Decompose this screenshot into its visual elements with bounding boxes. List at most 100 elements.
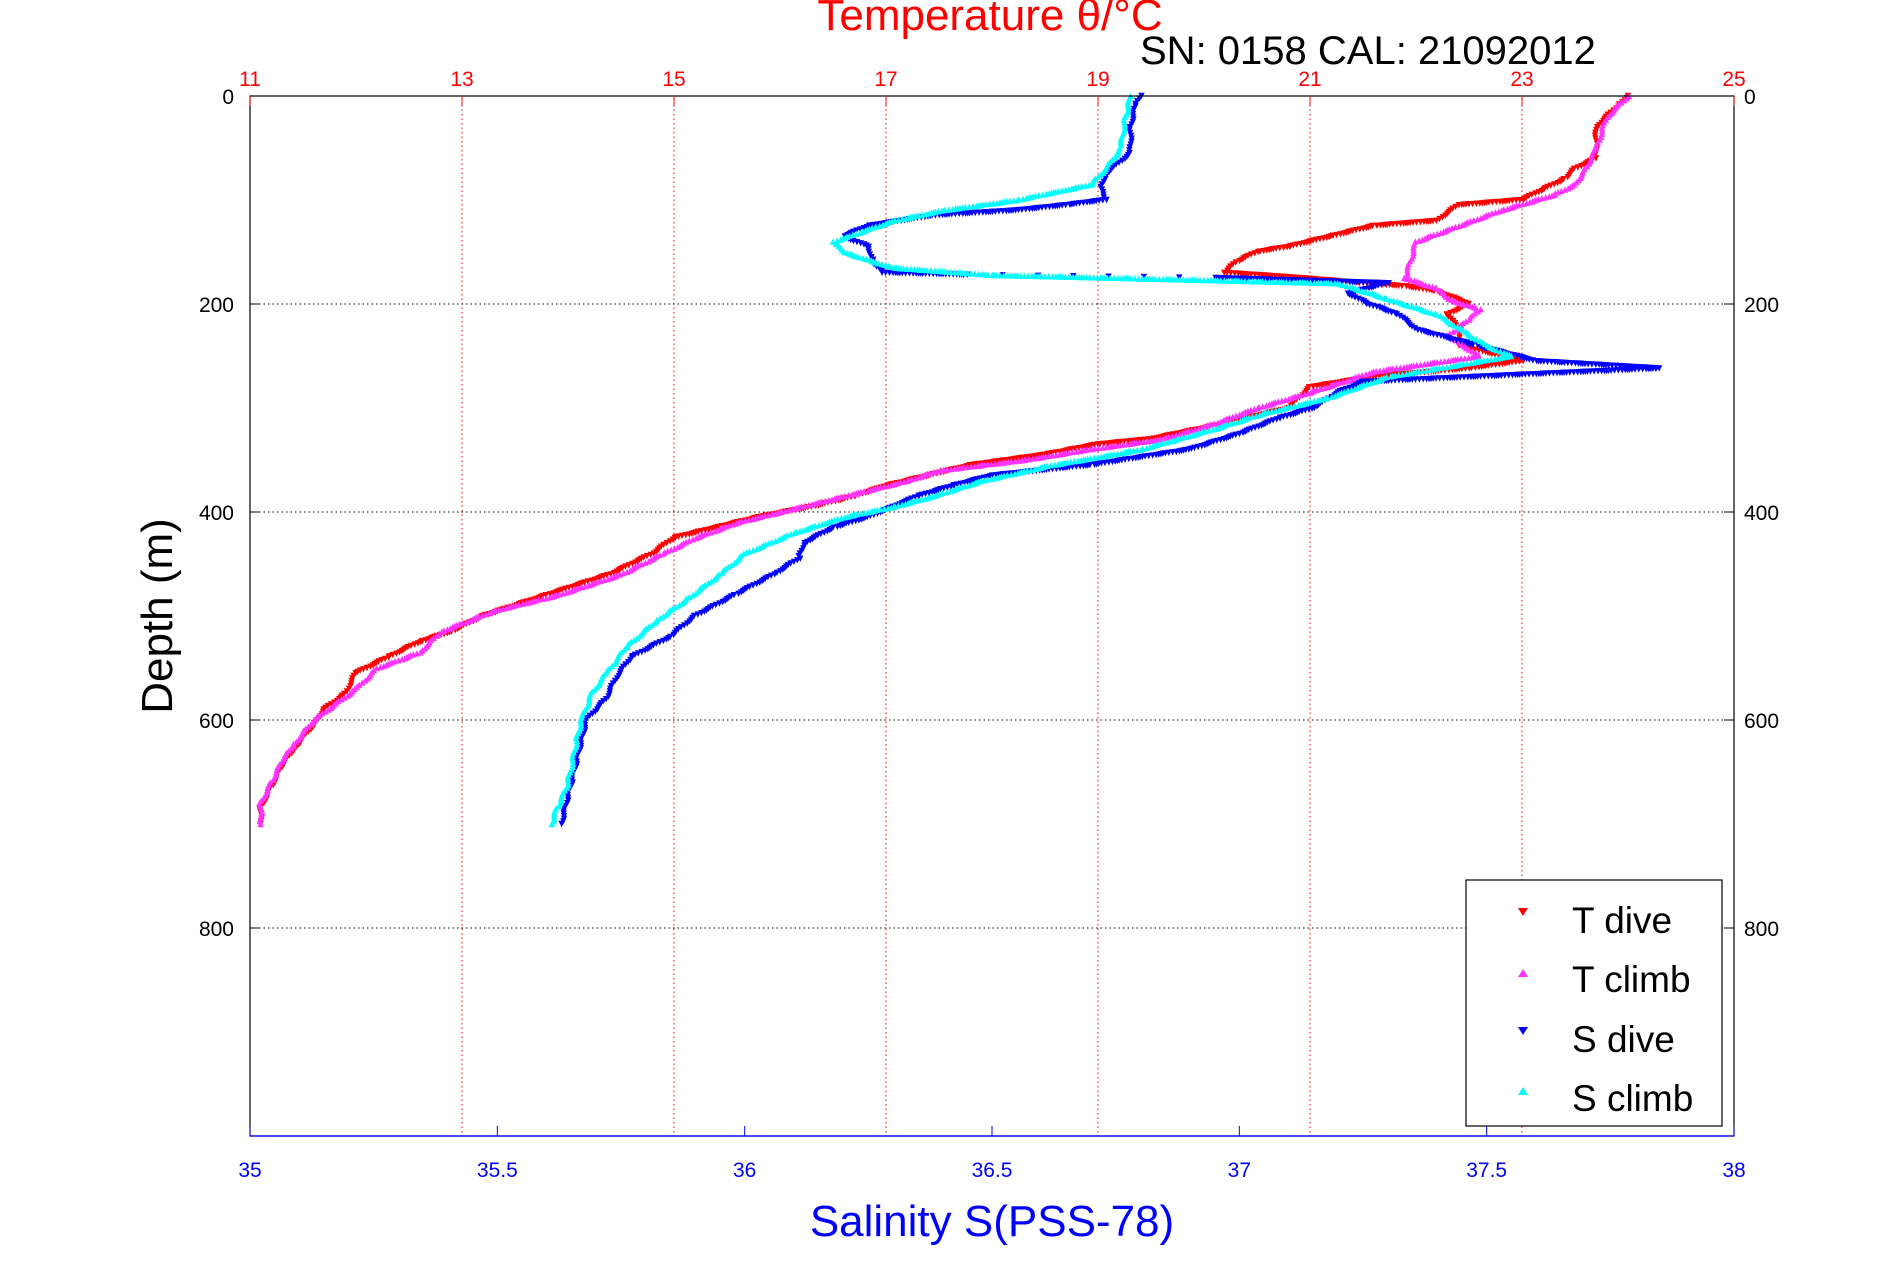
point-s-climb	[1230, 419, 1237, 426]
temperature-axis-title: Temperature θ/°C	[817, 0, 1162, 40]
point-t-climb	[1504, 205, 1511, 212]
point-s-climb	[1186, 432, 1193, 440]
point-t-climb	[660, 550, 667, 557]
point-t-climb	[947, 465, 955, 473]
point-s-climb	[1121, 124, 1129, 132]
point-t-climb	[1099, 444, 1107, 451]
point-s-climb	[705, 579, 712, 587]
point-s-climb	[881, 505, 888, 512]
point-s-climb	[1405, 302, 1413, 309]
depth-tick-label-right: 200	[1744, 294, 1779, 317]
point-s-climb	[859, 254, 867, 262]
point-t-dive	[1232, 259, 1240, 266]
point-s-climb	[856, 229, 864, 236]
point-s-climb	[579, 711, 586, 718]
point-t-climb	[845, 492, 852, 499]
point-t-climb	[482, 610, 490, 618]
point-s-climb	[1209, 426, 1216, 433]
point-s-climb	[1253, 412, 1260, 419]
depth-tick-label-left: 0	[222, 86, 234, 109]
point-s-climb	[1010, 197, 1017, 204]
point-t-climb	[769, 510, 776, 518]
point-s-climb	[1314, 397, 1322, 404]
depth-tick-label-right: 800	[1744, 918, 1779, 941]
point-t-dive	[1373, 222, 1381, 229]
point-s-dive	[684, 620, 691, 627]
point-s-climb	[919, 211, 926, 218]
point-s-climb	[1423, 367, 1430, 374]
point-s-climb	[1121, 122, 1128, 129]
point-t-climb	[1340, 378, 1347, 385]
point-s-climb	[708, 578, 715, 585]
point-t-climb	[582, 582, 589, 590]
point-s-climb	[876, 222, 883, 229]
point-t-climb	[865, 487, 872, 494]
point-s-climb	[1019, 195, 1027, 202]
point-s-climb	[1409, 303, 1416, 310]
point-t-climb	[1449, 328, 1457, 335]
point-t-climb	[270, 776, 277, 783]
point-t-climb	[1410, 241, 1418, 248]
point-t-climb	[559, 590, 567, 597]
point-t-dive	[327, 701, 335, 708]
point-s-climb	[1443, 363, 1451, 371]
point-t-climb	[1523, 199, 1530, 207]
point-s-climb	[1328, 393, 1336, 400]
point-s-climb	[943, 488, 950, 496]
point-s-climb	[1014, 196, 1021, 204]
point-t-climb	[1343, 377, 1351, 384]
point-t-climb	[689, 536, 697, 543]
point-t-dive	[1436, 215, 1443, 223]
point-t-climb	[1459, 300, 1467, 308]
point-s-climb	[1021, 272, 1028, 279]
point-t-climb	[417, 649, 424, 656]
point-s-climb	[1371, 378, 1378, 385]
point-s-dive	[1121, 155, 1129, 163]
point-t-climb	[395, 657, 402, 664]
point-t-climb	[1053, 451, 1060, 458]
point-t-climb	[785, 506, 793, 514]
point-t-climb	[362, 677, 369, 684]
point-s-climb	[1467, 359, 1475, 367]
point-t-climb	[1321, 384, 1328, 392]
point-t-climb	[645, 558, 652, 565]
point-t-dive	[1398, 282, 1406, 290]
point-s-climb	[990, 200, 997, 207]
point-t-climb	[1214, 419, 1222, 426]
point-t-climb	[912, 475, 919, 482]
point-s-dive	[1396, 312, 1404, 320]
depth-tick-label-right: 0	[1744, 86, 1756, 109]
point-t-climb	[523, 599, 530, 607]
point-t-dive	[666, 538, 674, 545]
point-s-climb	[872, 223, 880, 230]
point-t-climb	[1455, 222, 1463, 230]
legend-marker-s-dive	[1518, 1027, 1528, 1035]
point-s-climb	[1291, 402, 1299, 409]
point-t-climb	[1029, 455, 1036, 462]
point-t-climb	[1558, 187, 1565, 195]
legend-label-s-dive: S dive	[1572, 1019, 1675, 1060]
depth-tick-label-right: 600	[1744, 710, 1779, 733]
point-t-climb	[1542, 194, 1549, 201]
point-t-climb	[1397, 364, 1404, 371]
point-t-climb	[258, 808, 265, 816]
salinity-tick-label: 38	[1722, 1159, 1745, 1182]
point-s-dive	[680, 622, 688, 629]
axes: 11 13 15 17 19 21 23 25 35 35.5 36 36.5 37 37.5 38 0 0 20…	[199, 68, 1779, 1182]
point-s-climb	[569, 757, 576, 765]
point-t-climb	[1465, 316, 1473, 323]
point-s-climb	[838, 514, 845, 522]
point-t-climb	[433, 632, 440, 639]
point-s-climb	[753, 545, 760, 553]
point-t-climb	[273, 768, 280, 776]
legend-marker-t-climb	[1518, 969, 1528, 977]
point-s-climb	[1166, 438, 1174, 445]
point-t-climb	[1492, 209, 1499, 216]
point-t-climb	[1441, 358, 1448, 365]
point-t-climb	[642, 559, 649, 566]
point-s-climb	[569, 754, 576, 762]
point-s-climb	[918, 496, 925, 503]
point-s-climb	[749, 546, 757, 554]
point-s-climb	[1272, 407, 1280, 414]
point-t-climb	[1621, 96, 1628, 104]
